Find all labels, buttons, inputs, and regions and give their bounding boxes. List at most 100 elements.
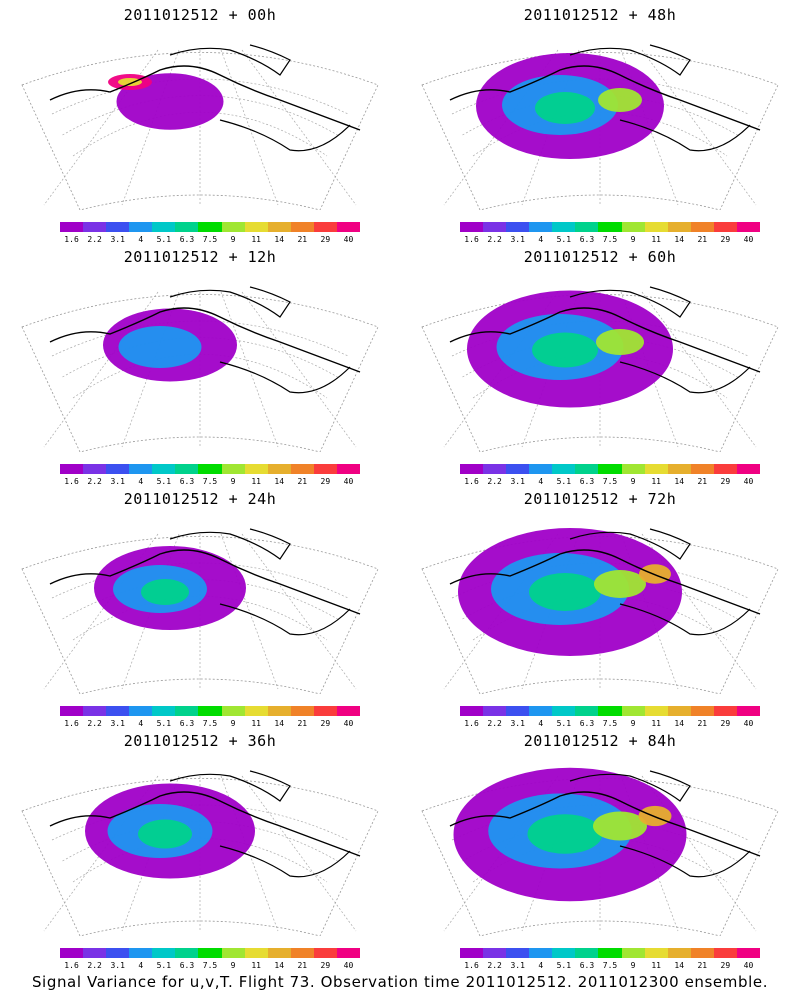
longitude-gridline bbox=[521, 533, 580, 690]
colorbar-label: 4 bbox=[138, 235, 144, 244]
longitude-gridline bbox=[241, 775, 357, 932]
colorbar-label: 29 bbox=[720, 961, 731, 970]
colorbar-swatch bbox=[621, 706, 645, 716]
colorbar-swatch bbox=[621, 464, 645, 474]
colorbar-label: 7.5 bbox=[202, 235, 218, 244]
colorbar-swatch bbox=[290, 222, 314, 232]
colorbar-label: 2.2 bbox=[487, 719, 502, 728]
colorbar-swatch bbox=[175, 222, 199, 232]
variance-contour-high bbox=[532, 332, 598, 368]
panel-title: 2011012512 + 72h bbox=[523, 490, 677, 508]
colorbar-swatch bbox=[290, 464, 314, 474]
colorbar-label: 9 bbox=[630, 235, 636, 244]
colorbar-swatch bbox=[529, 706, 553, 716]
colorbar-swatch bbox=[552, 948, 576, 958]
panel-title: 2011012512 + 36h bbox=[123, 732, 277, 750]
colorbar-label: 40 bbox=[743, 477, 754, 486]
colorbar-swatch bbox=[552, 706, 576, 716]
colorbar-swatch bbox=[83, 706, 107, 716]
colorbar-swatch bbox=[667, 464, 691, 474]
colorbar-swatch bbox=[106, 464, 130, 474]
colorbar-swatch bbox=[313, 464, 337, 474]
panel-title: 2011012512 + 48h bbox=[523, 6, 677, 24]
colorbar-swatch bbox=[267, 706, 291, 716]
colorbar-label: 2.2 bbox=[87, 719, 102, 728]
map-panel: 2011012512 + 84h 1.6 2.2 3.1 4 5.1 6.3 7.5 9 11 14… bbox=[400, 726, 800, 971]
colorbar-label: 3.1 bbox=[110, 477, 125, 486]
colorbar-label: 21 bbox=[297, 719, 308, 728]
colorbar-label: 4 bbox=[538, 961, 544, 970]
colorbar-label: 2.2 bbox=[487, 235, 502, 244]
colorbar-swatch bbox=[690, 464, 714, 474]
variance-contour-mid bbox=[118, 326, 202, 368]
colorbar-swatch bbox=[460, 222, 484, 232]
variance-contour-max bbox=[639, 564, 671, 584]
colorbar-swatch bbox=[336, 222, 361, 232]
colorbar-swatch bbox=[506, 222, 530, 232]
coastline bbox=[169, 286, 291, 318]
colorbar-label: 29 bbox=[320, 961, 331, 970]
colorbar-label: 4 bbox=[538, 477, 544, 486]
longitude-gridline bbox=[620, 291, 679, 448]
colorbar-swatch bbox=[552, 222, 576, 232]
colorbar-swatch bbox=[598, 948, 622, 958]
colorbar-label: 7.5 bbox=[202, 477, 218, 486]
coastline bbox=[449, 549, 761, 615]
colorbar-labels: 1.6 2.2 3.1 4 5.1 6.3 7.5 9 11 14 21 29 40 bbox=[460, 719, 760, 729]
colorbar-label: 1.6 bbox=[64, 961, 79, 970]
colorbar-label: 14 bbox=[274, 477, 285, 486]
longitude-gridline bbox=[241, 49, 357, 206]
colorbar-swatch bbox=[690, 706, 714, 716]
colorbar-swatch bbox=[313, 948, 337, 958]
colorbar bbox=[60, 222, 361, 232]
panel-title: 2011012512 + 60h bbox=[523, 248, 677, 266]
variance-contour-high bbox=[527, 814, 603, 854]
colorbar bbox=[460, 948, 761, 958]
colorbar-label: 2.2 bbox=[487, 961, 502, 970]
colorbar-label: 1.6 bbox=[464, 961, 479, 970]
colorbar-label: 7.5 bbox=[202, 719, 218, 728]
colorbar-swatch bbox=[152, 222, 176, 232]
colorbar-label: 7.5 bbox=[602, 719, 618, 728]
longitude-gridline bbox=[220, 533, 279, 690]
colorbar-swatch bbox=[175, 464, 199, 474]
colorbar-label: 21 bbox=[697, 719, 708, 728]
colorbar-labels: 1.6 2.2 3.1 4 5.1 6.3 7.5 9 11 14 21 29 40 bbox=[460, 235, 760, 245]
colorbar-label: 1.6 bbox=[64, 477, 79, 486]
colorbar-label: 3.1 bbox=[110, 719, 125, 728]
coastline bbox=[49, 65, 361, 131]
colorbar-label: 5.1 bbox=[556, 477, 572, 486]
polar-map bbox=[421, 767, 779, 936]
variance-contour-high bbox=[138, 819, 192, 849]
colorbar-label: 14 bbox=[674, 719, 685, 728]
colorbar-swatch bbox=[60, 464, 84, 474]
colorbar-swatch bbox=[506, 706, 530, 716]
colorbar-label: 4 bbox=[138, 961, 144, 970]
colorbar-swatch bbox=[129, 222, 153, 232]
panel-title: 2011012512 + 12h bbox=[123, 248, 277, 266]
polar-map bbox=[421, 528, 779, 694]
colorbar-swatch bbox=[336, 464, 361, 474]
colorbar-label: 7.5 bbox=[602, 235, 618, 244]
longitude-gridline bbox=[521, 49, 580, 206]
colorbar-swatch bbox=[483, 706, 507, 716]
colorbar-swatch bbox=[83, 222, 107, 232]
colorbar-swatch bbox=[83, 948, 107, 958]
colorbar-label: 40 bbox=[343, 235, 354, 244]
colorbar-label: 40 bbox=[343, 961, 354, 970]
colorbar-swatch bbox=[152, 948, 176, 958]
colorbar-label: 1.6 bbox=[64, 719, 79, 728]
colorbar-swatch bbox=[60, 948, 84, 958]
colorbar-swatch bbox=[106, 222, 130, 232]
longitude-gridline bbox=[220, 291, 279, 448]
coastline bbox=[449, 65, 761, 131]
colorbar-label: 21 bbox=[297, 961, 308, 970]
colorbar-labels: 1.6 2.2 3.1 4 5.1 6.3 7.5 9 11 14 21 29 40 bbox=[460, 961, 760, 971]
colorbar-label: 5.1 bbox=[156, 235, 172, 244]
colorbar-swatch bbox=[529, 948, 553, 958]
coastline bbox=[169, 528, 291, 560]
colorbar-label: 9 bbox=[230, 961, 236, 970]
colorbar-label: 29 bbox=[720, 719, 731, 728]
panel-title: 2011012512 + 24h bbox=[123, 490, 277, 508]
colorbar-label: 5.1 bbox=[156, 477, 172, 486]
